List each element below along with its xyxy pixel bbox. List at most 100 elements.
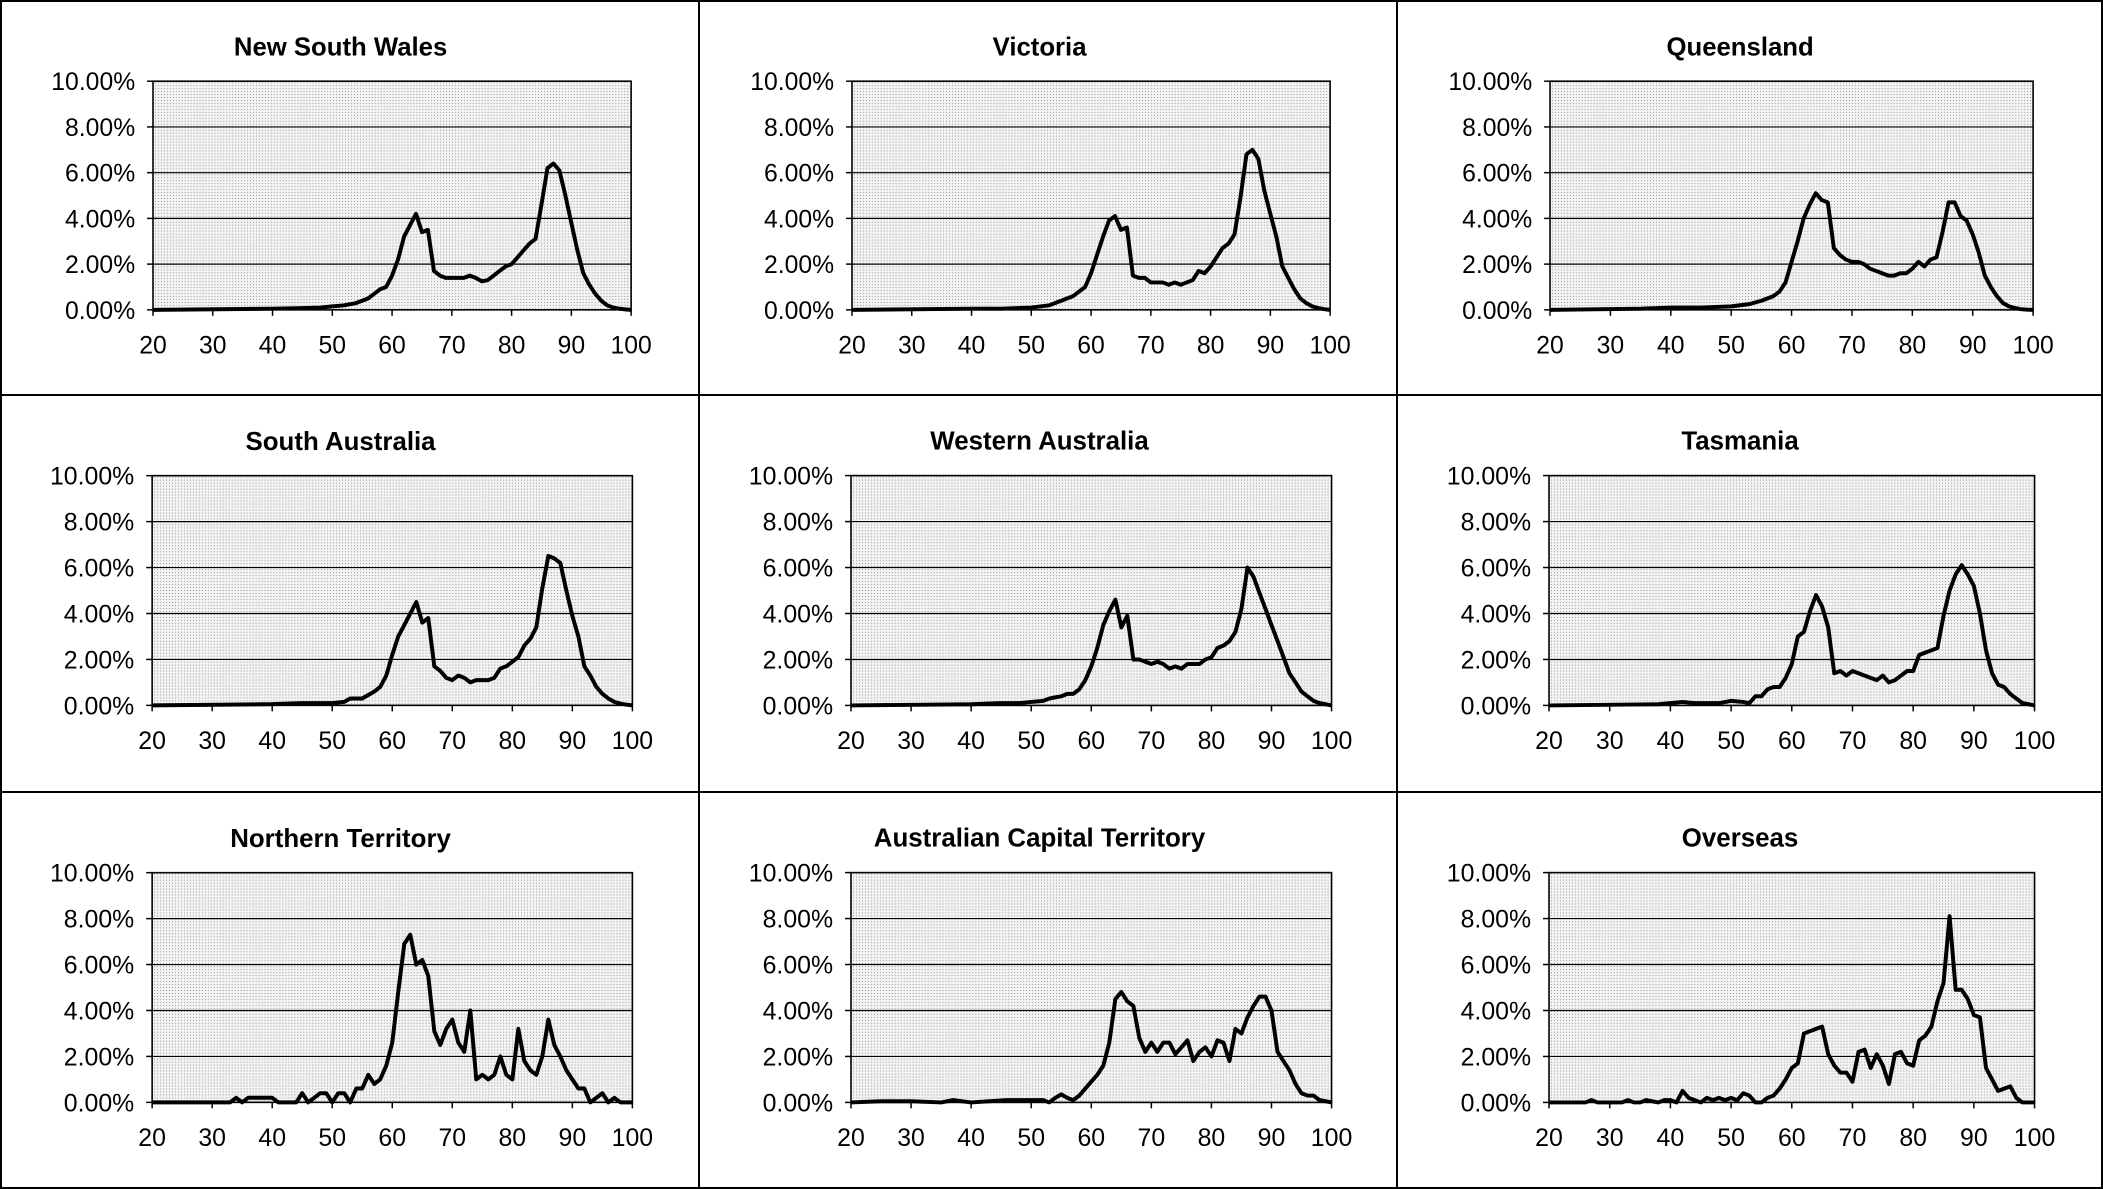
y-tick-label: 0.00% [763, 1089, 834, 1117]
x-tick-label: 40 [259, 332, 287, 359]
y-tick-label: 10.00% [1447, 860, 1531, 888]
x-tick-label: 70 [1838, 332, 1866, 359]
chart-svg: Overseas 0.00% 2.00% 4.00% 6.00% 8.00% 10.00% 2… [1447, 825, 2056, 1152]
y-tick-label: 4.00% [764, 206, 834, 233]
x-tick-label: 40 [957, 1124, 985, 1152]
chart-panel: New South Wales 0.00% 2.00% 4.00% 6.00% 8.00%… [0, 0, 700, 396]
y-tick-label: 6.00% [763, 951, 834, 979]
y-tick-label: 0.00% [64, 693, 134, 720]
x-tick-label: 100 [1311, 1124, 1352, 1152]
plot-area [152, 872, 633, 1103]
x-tick-label: 50 [1017, 1124, 1045, 1152]
plot-border [1548, 474, 2036, 707]
y-tick-label: 4.00% [1462, 206, 1532, 233]
chart-panel: Australian Capital Territory 0.00% 2.00% 4.… [700, 793, 1398, 1189]
y-tick-label: 6.00% [1462, 161, 1532, 188]
y-tick-label: 4.00% [64, 998, 134, 1025]
chart-title: Overseas [1682, 825, 1798, 853]
x-tick-label: 50 [1717, 727, 1745, 755]
y-tick-label: 10.00% [50, 861, 134, 888]
plot-border [1549, 80, 2034, 311]
x-tick-label: 30 [198, 1125, 226, 1152]
x-tick-label: 80 [498, 728, 526, 755]
x-tick-label: 100 [2014, 727, 2055, 755]
y-tick-label: 8.00% [763, 906, 834, 934]
chart-svg: Australian Capital Territory 0.00% 2.00% 4.… [749, 825, 1353, 1152]
plot-area [1550, 81, 2034, 310]
y-tick-label: 0.00% [1461, 1089, 1532, 1117]
series-line [851, 147, 1331, 312]
series-line [152, 161, 632, 312]
chart-svg: Victoria 0.00% 2.00% 4.00% 6.00% 8.00% 10.00% 2… [750, 33, 1350, 359]
x-tick-label: 60 [1077, 332, 1105, 359]
x-tick-label: 100 [1309, 332, 1350, 359]
y-tick-label: 2.00% [1461, 1043, 1532, 1071]
chart-svg: Western Australia 0.00% 2.00% 4.00% 6.00% 8.0… [749, 428, 1353, 755]
y-tick-label: 4.00% [64, 601, 134, 628]
x-tick-label: 20 [837, 1124, 865, 1152]
series-line [850, 990, 1332, 1105]
y-tick-label: 10.00% [749, 860, 833, 888]
chart-panel: Tasmania 0.00% 2.00% 4.00% 6.00% 8.00% 10.00% 2… [1398, 396, 2103, 793]
x-tick-label: 80 [498, 1125, 526, 1152]
series-line [152, 554, 633, 708]
y-tick-label: 8.00% [764, 115, 834, 142]
y-tick-label: 0.00% [763, 692, 834, 720]
x-tick-label: 20 [837, 727, 865, 755]
x-tick-label: 80 [498, 332, 526, 359]
x-tick-label: 50 [318, 1125, 346, 1152]
y-tick-label: 6.00% [763, 554, 834, 582]
x-tick-label: 90 [1258, 727, 1286, 755]
y-tick-label: 2.00% [65, 252, 135, 279]
x-tick-label: 80 [1198, 1124, 1226, 1152]
chart-panel: Western Australia 0.00% 2.00% 4.00% 6.00% 8.0… [700, 396, 1398, 793]
x-tick-label: 50 [318, 728, 346, 755]
x-tick-label: 100 [612, 1125, 653, 1152]
y-tick-label: 4.00% [763, 997, 834, 1025]
x-tick-label: 100 [612, 728, 653, 755]
chart-panel: Overseas 0.00% 2.00% 4.00% 6.00% 8.00% 10.00% 2… [1398, 793, 2103, 1189]
chart-panel: Northern Territory 0.00% 2.00% 4.00% 6.00% 8.… [0, 793, 700, 1189]
x-tick-label: 100 [610, 332, 651, 359]
plot-area [1549, 475, 2035, 706]
x-tick-label: 20 [1535, 1124, 1563, 1152]
y-tick-label: 6.00% [64, 952, 134, 979]
x-tick-label: 100 [2012, 332, 2053, 359]
x-tick-label: 80 [1899, 1124, 1927, 1152]
x-tick-label: 90 [558, 332, 586, 359]
plot-border [851, 80, 1331, 311]
x-tick-label: 50 [1717, 332, 1745, 359]
y-tick-label: 6.00% [1461, 951, 1532, 979]
plot-border [1548, 871, 2036, 1104]
x-tick-label: 40 [1657, 727, 1685, 755]
x-tick-label: 80 [1899, 727, 1927, 755]
chart-svg: Queensland 0.00% 2.00% 4.00% 6.00% 8.00% 10.00… [1448, 33, 2053, 359]
chart-panel: Victoria 0.00% 2.00% 4.00% 6.00% 8.00% 10.00% 2… [700, 0, 1398, 396]
x-tick-label: 40 [258, 728, 286, 755]
x-tick-label: 50 [1717, 1124, 1745, 1152]
y-tick-label: 0.00% [65, 298, 135, 325]
y-tick-label: 10.00% [1447, 463, 1531, 491]
y-tick-label: 6.00% [65, 161, 135, 188]
y-tick-label: 10.00% [1448, 69, 1532, 96]
x-tick-label: 100 [1311, 727, 1352, 755]
chart-svg: South Australia 0.00% 2.00% 4.00% 6.00% 8.00%… [50, 428, 653, 755]
chart-title: South Australia [246, 428, 437, 456]
x-tick-label: 70 [1137, 332, 1165, 359]
y-tick-label: 10.00% [750, 69, 834, 96]
y-tick-label: 4.00% [1461, 600, 1532, 628]
x-tick-label: 20 [139, 332, 167, 359]
x-tick-label: 60 [1778, 727, 1806, 755]
x-tick-label: 70 [438, 728, 466, 755]
x-tick-label: 60 [1778, 332, 1806, 359]
y-tick-label: 4.00% [1461, 997, 1532, 1025]
x-tick-label: 70 [1839, 1124, 1867, 1152]
x-tick-label: 80 [1197, 332, 1225, 359]
x-tick-label: 20 [1536, 332, 1564, 359]
x-tick-label: 20 [138, 1125, 166, 1152]
plot-border [152, 80, 632, 311]
series-line [1550, 191, 2034, 312]
y-tick-label: 0.00% [764, 298, 834, 325]
y-tick-label: 6.00% [764, 161, 834, 188]
